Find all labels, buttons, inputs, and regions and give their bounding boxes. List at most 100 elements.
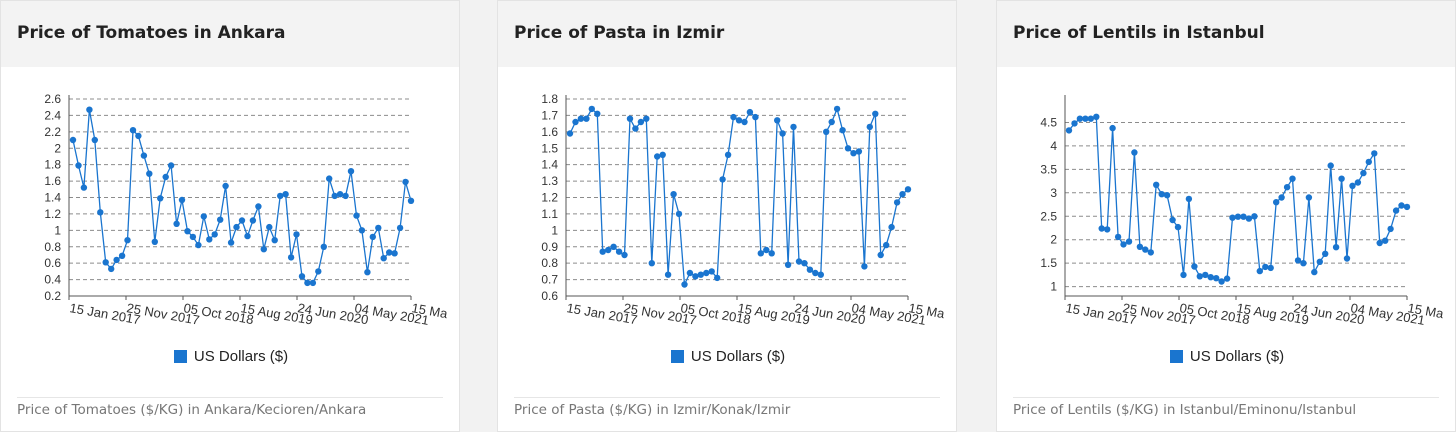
data-point[interactable] (795, 258, 803, 265)
data-point[interactable] (583, 115, 590, 122)
data-point[interactable] (282, 191, 289, 198)
data-point[interactable] (1065, 127, 1073, 134)
data-point[interactable] (774, 117, 781, 124)
data-point[interactable] (1327, 162, 1334, 169)
data-point[interactable] (839, 127, 846, 134)
data-point[interactable] (572, 118, 579, 126)
data-point[interactable] (97, 209, 104, 216)
data-point[interactable] (1387, 225, 1394, 233)
data-point[interactable] (217, 216, 224, 223)
data-point[interactable] (1229, 214, 1236, 221)
data-point[interactable] (599, 248, 606, 255)
data-point[interactable] (200, 213, 207, 220)
data-point[interactable] (648, 260, 655, 267)
data-point[interactable] (331, 192, 338, 200)
data-point[interactable] (746, 108, 754, 116)
data-point[interactable] (293, 231, 300, 238)
data-point[interactable] (686, 269, 694, 277)
data-point[interactable] (1273, 199, 1280, 206)
data-point[interactable] (670, 191, 677, 198)
data-point[interactable] (605, 246, 612, 254)
data-point[interactable] (162, 173, 169, 181)
data-point[interactable] (1196, 273, 1203, 280)
data-point[interactable] (396, 224, 404, 232)
data-point[interactable] (768, 250, 775, 257)
data-point[interactable] (1365, 158, 1372, 166)
data-point[interactable] (643, 115, 650, 122)
data-point[interactable] (850, 150, 857, 157)
data-point[interactable] (211, 231, 218, 238)
data-point[interactable] (610, 243, 617, 250)
data-point[interactable] (1240, 213, 1247, 220)
data-point[interactable] (146, 170, 153, 177)
data-point[interactable] (724, 151, 732, 158)
data-point[interactable] (1262, 263, 1269, 271)
data-point[interactable] (342, 192, 349, 200)
data-point[interactable] (1098, 225, 1105, 232)
data-point[interactable] (752, 113, 759, 121)
data-point[interactable] (615, 248, 623, 255)
data-point[interactable] (1163, 192, 1171, 199)
data-point[interactable] (80, 184, 88, 191)
data-point[interactable] (1218, 278, 1225, 285)
data-point[interactable] (102, 259, 109, 266)
data-point[interactable] (1267, 264, 1274, 272)
data-point[interactable] (784, 261, 792, 268)
data-point[interactable] (1174, 223, 1182, 231)
data-point[interactable] (801, 260, 808, 267)
data-point[interactable] (1120, 241, 1127, 248)
data-point[interactable] (260, 246, 267, 253)
data-point[interactable] (566, 130, 574, 137)
data-point[interactable] (692, 273, 699, 280)
data-point[interactable] (1278, 194, 1285, 201)
data-point[interactable] (855, 148, 863, 155)
data-point[interactable] (298, 273, 306, 280)
data-point[interactable] (1202, 271, 1209, 279)
data-point[interactable] (626, 115, 634, 122)
data-point[interactable] (779, 130, 786, 137)
data-point[interactable] (675, 210, 683, 218)
data-point[interactable] (1093, 113, 1100, 120)
data-point[interactable] (1398, 202, 1405, 209)
data-point[interactable] (178, 196, 186, 204)
data-point[interactable] (1294, 257, 1302, 264)
data-point[interactable] (391, 250, 398, 257)
data-point[interactable] (790, 123, 797, 131)
data-point[interactable] (1109, 124, 1116, 132)
data-point[interactable] (588, 105, 595, 113)
data-point[interactable] (823, 128, 830, 135)
data-point[interactable] (184, 228, 191, 235)
data-point[interactable] (844, 145, 852, 152)
data-point[interactable] (763, 246, 770, 254)
data-point[interactable] (893, 199, 901, 206)
data-point[interactable] (812, 269, 819, 277)
data-point[interactable] (1392, 207, 1400, 214)
data-point[interactable] (877, 251, 884, 259)
data-point[interactable] (1213, 275, 1220, 282)
data-point[interactable] (1382, 237, 1389, 244)
data-point[interactable] (1322, 250, 1329, 257)
data-point[interactable] (632, 125, 639, 132)
data-point[interactable] (1087, 115, 1094, 122)
data-point[interactable] (1283, 184, 1291, 191)
data-point[interactable] (637, 118, 645, 126)
data-point[interactable] (326, 175, 333, 182)
data-point[interactable] (1332, 244, 1340, 251)
data-point[interactable] (730, 113, 737, 121)
data-point[interactable] (1071, 120, 1078, 127)
data-point[interactable] (386, 249, 393, 256)
data-point[interactable] (757, 250, 764, 257)
data-point[interactable] (904, 186, 912, 193)
data-point[interactable] (129, 127, 137, 134)
data-point[interactable] (1343, 255, 1351, 262)
data-point[interactable] (113, 256, 120, 264)
data-point[interactable] (708, 268, 715, 275)
data-point[interactable] (1316, 258, 1323, 265)
data-point[interactable] (1180, 271, 1187, 279)
data-point[interactable] (1125, 238, 1133, 245)
data-point[interactable] (227, 239, 235, 246)
data-point[interactable] (1191, 263, 1198, 270)
data-point[interactable] (320, 243, 327, 250)
data-point[interactable] (244, 232, 251, 240)
data-point[interactable] (888, 223, 895, 231)
